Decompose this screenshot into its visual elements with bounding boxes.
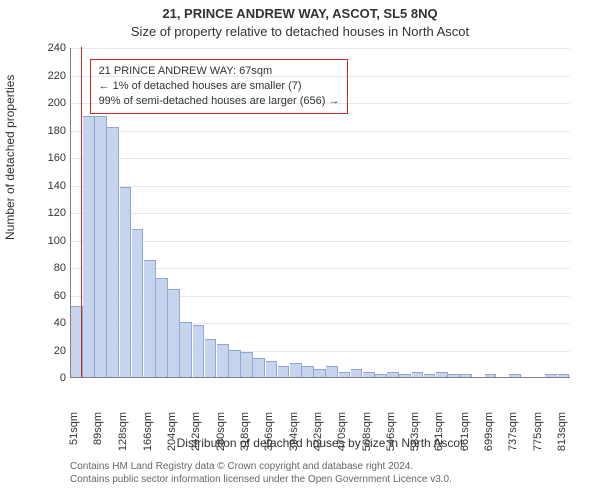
histogram-bar <box>448 374 460 377</box>
property-callout: 21 PRINCE ANDREW WAY: 67sqm← 1% of detac… <box>90 59 349 114</box>
histogram-bar <box>132 229 144 378</box>
y-tick-label: 40 <box>36 317 66 329</box>
histogram-bar <box>241 352 253 377</box>
gridline-h <box>71 186 570 187</box>
histogram-plot: 21 PRINCE ANDREW WAY: 67sqm← 1% of detac… <box>70 48 570 378</box>
chart-subtitle: Size of property relative to detached ho… <box>0 24 600 39</box>
histogram-bar <box>485 374 497 377</box>
gridline-h <box>71 241 570 242</box>
histogram-bar <box>326 366 338 377</box>
chart-container: 21, PRINCE ANDREW WAY, ASCOT, SL5 8NQ Si… <box>0 0 600 500</box>
histogram-bar <box>205 339 217 378</box>
y-axis-label: Number of detached properties <box>3 220 17 240</box>
histogram-bar <box>509 374 521 377</box>
histogram-bar <box>545 374 557 377</box>
histogram-bar <box>217 344 229 377</box>
histogram-bar <box>278 366 290 377</box>
histogram-bar <box>83 116 95 377</box>
histogram-bar <box>412 372 424 378</box>
histogram-bar <box>107 127 119 377</box>
footer-attribution: Contains HM Land Registry data © Crown c… <box>70 460 570 486</box>
y-tick-label: 140 <box>36 180 66 192</box>
footer-line-1: Contains HM Land Registry data © Crown c… <box>70 460 570 473</box>
histogram-bar <box>351 369 363 377</box>
y-tick-label: 100 <box>36 235 66 247</box>
histogram-bar <box>253 358 265 377</box>
gridline-h <box>71 131 570 132</box>
histogram-bar <box>229 350 241 378</box>
histogram-bar <box>387 372 399 378</box>
callout-line: ← 1% of detached houses are smaller (7) <box>99 79 340 94</box>
histogram-bar <box>120 187 132 377</box>
gridline-h <box>71 213 570 214</box>
histogram-bar <box>302 366 314 377</box>
property-marker-line <box>81 47 82 377</box>
y-tick-label: 120 <box>36 207 66 219</box>
histogram-bar <box>266 361 278 378</box>
histogram-bar <box>95 116 107 377</box>
page-title: 21, PRINCE ANDREW WAY, ASCOT, SL5 8NQ <box>0 6 600 21</box>
y-tick-label: 0 <box>36 372 66 384</box>
histogram-bar <box>314 369 326 377</box>
gridline-h <box>71 158 570 159</box>
histogram-bar <box>399 374 411 377</box>
histogram-bar <box>193 325 205 377</box>
histogram-bar <box>558 374 570 377</box>
y-tick-label: 160 <box>36 152 66 164</box>
histogram-bar <box>339 372 351 378</box>
y-tick-label: 60 <box>36 290 66 302</box>
y-tick-label: 20 <box>36 345 66 357</box>
histogram-bar <box>180 322 192 377</box>
histogram-bar <box>168 289 180 377</box>
footer-line-2: Contains public sector information licen… <box>70 473 570 486</box>
x-axis-label: Distribution of detached houses by size … <box>70 436 570 450</box>
y-tick-label: 220 <box>36 70 66 82</box>
y-tick-label: 200 <box>36 97 66 109</box>
histogram-bar <box>424 374 436 377</box>
histogram-bar <box>375 374 387 377</box>
callout-line: 21 PRINCE ANDREW WAY: 67sqm <box>99 64 340 79</box>
histogram-bar <box>144 260 156 377</box>
histogram-bar <box>156 278 168 377</box>
histogram-bar <box>460 374 472 377</box>
gridline-h <box>71 48 570 49</box>
callout-line: 99% of semi-detached houses are larger (… <box>99 94 340 109</box>
y-tick-label: 180 <box>36 125 66 137</box>
y-tick-label: 80 <box>36 262 66 274</box>
histogram-bar <box>290 363 302 377</box>
histogram-bar <box>436 372 448 378</box>
y-tick-label: 240 <box>36 42 66 54</box>
histogram-bar <box>363 372 375 378</box>
